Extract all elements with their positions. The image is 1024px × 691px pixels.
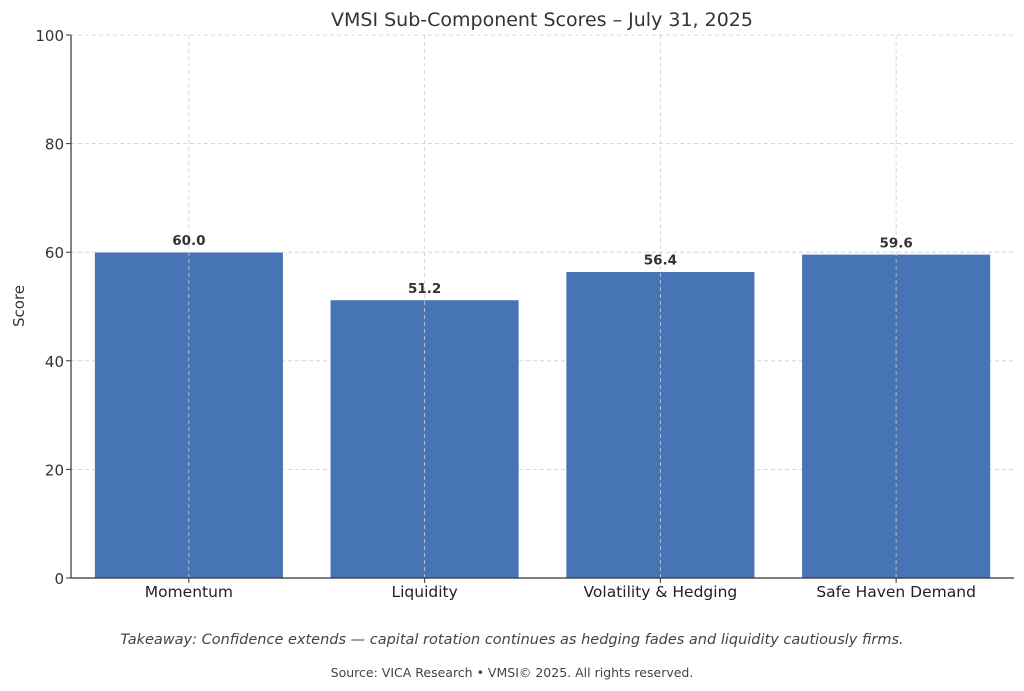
bar-value-label: 51.2 bbox=[408, 281, 441, 297]
x-tick-labels: Momentum Liquidity Volatility & Hedging Saf… bbox=[145, 583, 976, 601]
axes bbox=[66, 34, 1014, 583]
bar-chart: VMSI Sub-Component Scores – July 31, 202… bbox=[10, 9, 1014, 601]
vertical-grid-lines bbox=[188, 35, 897, 578]
y-tick-label: 0 bbox=[54, 570, 64, 588]
y-tick-label: 20 bbox=[45, 461, 64, 479]
y-tick-label: 80 bbox=[45, 136, 64, 154]
y-tick-labels: 0 20 40 60 80 100 bbox=[35, 27, 64, 588]
bar-value-labels: 60.0 51.2 56.4 59.6 bbox=[172, 233, 913, 297]
y-tick-label: 100 bbox=[35, 27, 64, 45]
x-tick-label: Momentum bbox=[145, 583, 233, 601]
y-tick-label: 40 bbox=[45, 353, 64, 371]
bar-value-label: 56.4 bbox=[644, 253, 677, 269]
x-tick-label: Safe Haven Demand bbox=[816, 583, 976, 601]
bars bbox=[94, 251, 991, 579]
y-axis-label: Score bbox=[10, 285, 28, 327]
bar-value-label: 60.0 bbox=[172, 233, 205, 249]
bar bbox=[330, 299, 520, 579]
chart-title: VMSI Sub-Component Scores – July 31, 202… bbox=[331, 9, 753, 31]
source-caption: Source: VICA Research • VMSI© 2025. All … bbox=[330, 665, 694, 680]
takeaway-caption: Takeaway: Confidence extends — capital r… bbox=[120, 632, 904, 648]
x-tick-label: Volatility & Hedging bbox=[584, 583, 738, 601]
bar-value-label: 59.6 bbox=[879, 235, 912, 251]
x-tick-label: Liquidity bbox=[391, 583, 457, 601]
y-tick-label: 60 bbox=[45, 244, 64, 262]
